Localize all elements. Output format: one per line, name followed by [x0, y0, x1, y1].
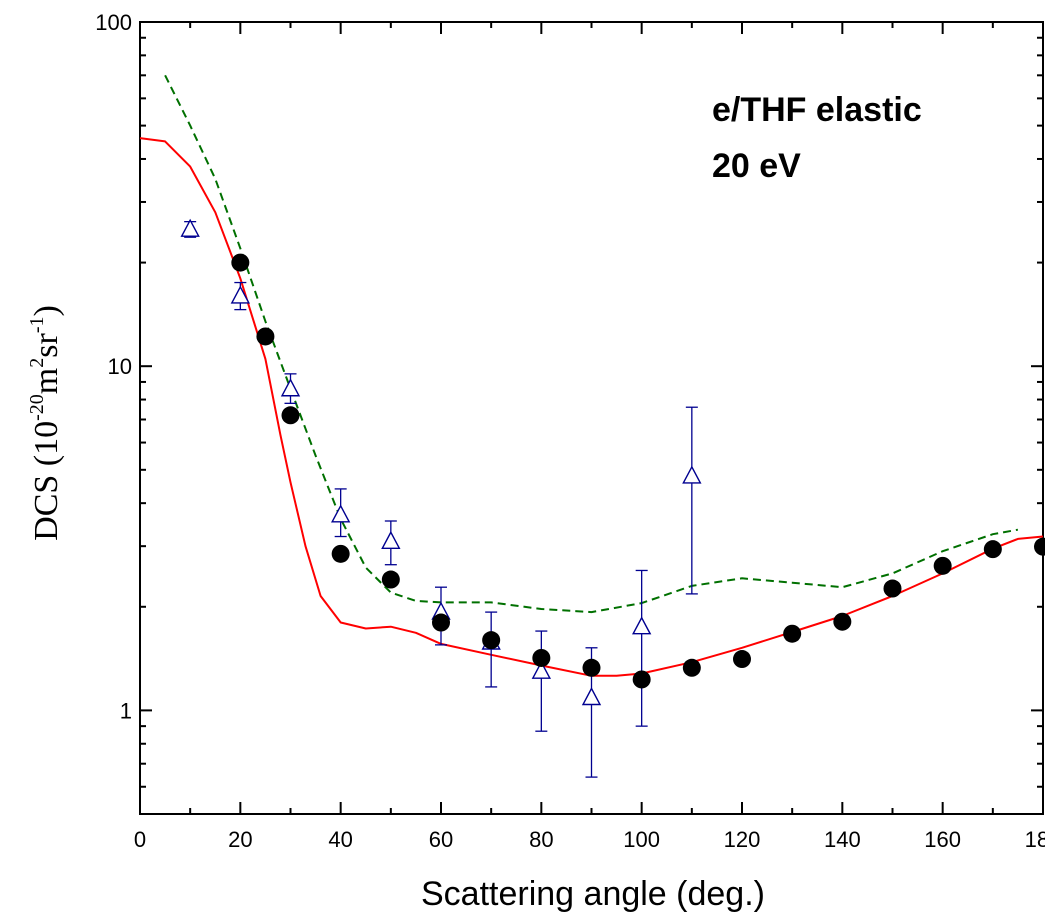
y-tick-label: 100 — [95, 10, 132, 35]
circle-point — [281, 406, 300, 425]
x-tick-label: 20 — [228, 827, 252, 852]
plot-markers — [180, 218, 1045, 778]
triangle-point — [581, 687, 602, 706]
dashed-theory-line — [164, 74, 1019, 614]
circle-point — [933, 556, 952, 575]
circle-point — [482, 631, 501, 650]
ticks: 0 20 40 60 80 100 120 140 160 180 1 10 100 — [95, 10, 1045, 852]
circle-point — [381, 570, 400, 589]
circle-point — [432, 613, 450, 632]
triangle-point — [331, 504, 351, 523]
y-axis-label-suffix: ) — [28, 305, 65, 316]
annotation-line-2: 20 eV — [712, 147, 801, 185]
circle-point — [983, 540, 1002, 559]
x-tick-label: 180 — [1025, 827, 1045, 852]
triangle-point — [531, 660, 551, 679]
x-tick-label: 100 — [623, 827, 660, 852]
y-axis-label-mid1: m — [28, 368, 65, 394]
circle-point — [1034, 537, 1045, 556]
annotation-line-1: e/THF elastic — [712, 91, 922, 129]
x-tick-label: 80 — [529, 827, 553, 852]
solid-theory-line — [139, 137, 1044, 677]
circle-point — [231, 253, 250, 272]
plot-lines — [139, 74, 1044, 677]
triangle-point — [381, 530, 401, 549]
x-axis-label: Scattering angle (deg.) — [421, 875, 765, 913]
y-axis-label-mid2: sr — [28, 333, 65, 358]
circle-point — [682, 658, 701, 677]
circle-point — [582, 658, 601, 677]
x-tick-label: 40 — [328, 827, 352, 852]
y-tick-label: 1 — [120, 698, 132, 723]
circle-point — [883, 579, 902, 598]
circle-point — [733, 650, 751, 669]
triangle-point — [230, 285, 250, 304]
x-tick-label: 160 — [924, 827, 961, 852]
x-tick-label: 120 — [724, 827, 761, 852]
x-tick-label: 0 — [134, 827, 146, 852]
y-axis-label-exp1: -20 — [26, 394, 48, 421]
x-tick-label: 60 — [429, 827, 453, 852]
y-axis-label: DCS (10-20m2sr-1) — [26, 305, 65, 541]
circle-point — [833, 612, 852, 631]
y-axis-label-prefix: DCS (10 — [28, 421, 65, 541]
triangle-point — [632, 616, 652, 635]
triangle-point — [682, 465, 702, 484]
triangle-point — [180, 218, 200, 237]
circle-point — [331, 544, 350, 563]
circle-point — [783, 624, 802, 643]
y-axis-label-exp3: -1 — [26, 317, 48, 334]
y-axis-label-exp2: 2 — [26, 358, 48, 368]
triangle-point — [280, 378, 301, 397]
circle-point — [256, 327, 275, 346]
y-tick-label: 10 — [108, 354, 132, 379]
circle-point — [632, 670, 651, 689]
x-tick-label: 140 — [824, 827, 861, 852]
circle-point — [532, 648, 551, 667]
